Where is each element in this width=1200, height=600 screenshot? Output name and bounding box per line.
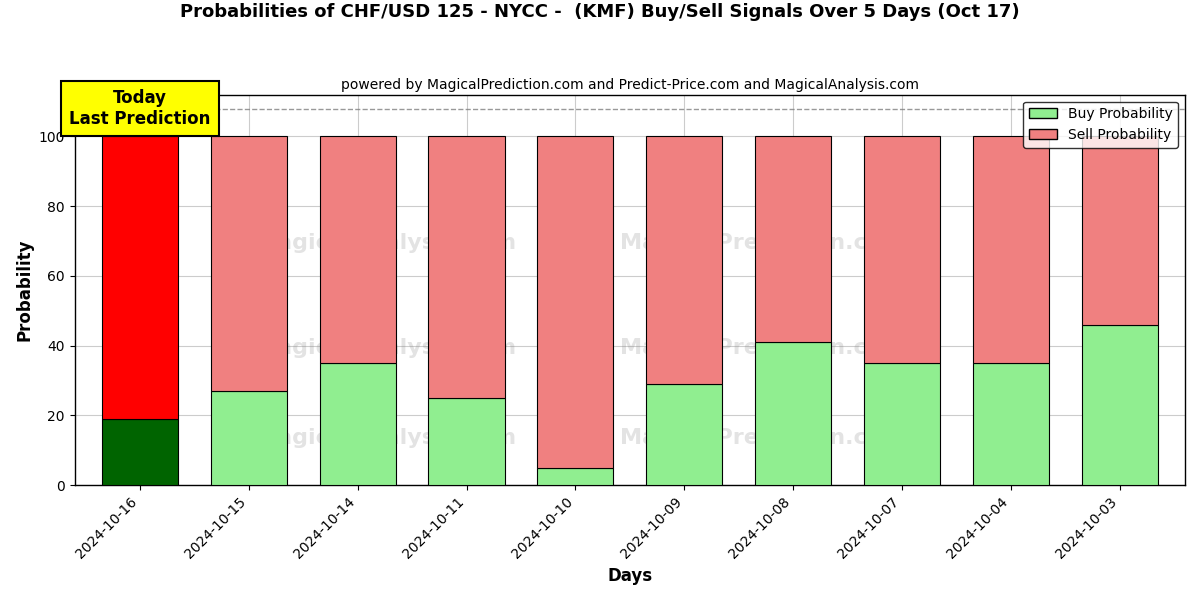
Bar [1081,136,1158,325]
Bar [211,391,287,485]
Text: Today
Last Prediction: Today Last Prediction [70,89,211,128]
Bar [864,136,940,363]
Text: MagicalAnalysis.com: MagicalAnalysis.com [254,233,516,253]
Text: MagicalPrediction.com: MagicalPrediction.com [620,338,906,358]
Bar [1081,325,1158,485]
Bar [646,384,722,485]
Bar [755,136,832,342]
Bar [973,136,1049,363]
Bar [102,419,178,485]
Text: MagicalPrediction.com: MagicalPrediction.com [620,428,906,448]
Bar [755,342,832,485]
Bar [646,136,722,384]
Title: powered by MagicalPrediction.com and Predict-Price.com and MagicalAnalysis.com: powered by MagicalPrediction.com and Pre… [341,78,919,92]
Legend: Buy Probability, Sell Probability: Buy Probability, Sell Probability [1024,101,1178,148]
Text: MagicalAnalysis.com: MagicalAnalysis.com [254,428,516,448]
Bar [211,136,287,391]
Bar [319,136,396,363]
Bar [864,363,940,485]
Bar [102,136,178,419]
Text: MagicalAnalysis.com: MagicalAnalysis.com [254,338,516,358]
Bar [428,136,505,398]
Bar [538,136,613,468]
Bar [973,363,1049,485]
Bar [538,468,613,485]
Bar [319,363,396,485]
X-axis label: Days: Days [607,567,653,585]
Y-axis label: Probability: Probability [16,239,34,341]
Bar [428,398,505,485]
Text: Probabilities of CHF/USD 125 - NYCC -  (KMF) Buy/Sell Signals Over 5 Days (Oct 1: Probabilities of CHF/USD 125 - NYCC - (K… [180,3,1020,21]
Text: MagicalPrediction.com: MagicalPrediction.com [620,233,906,253]
